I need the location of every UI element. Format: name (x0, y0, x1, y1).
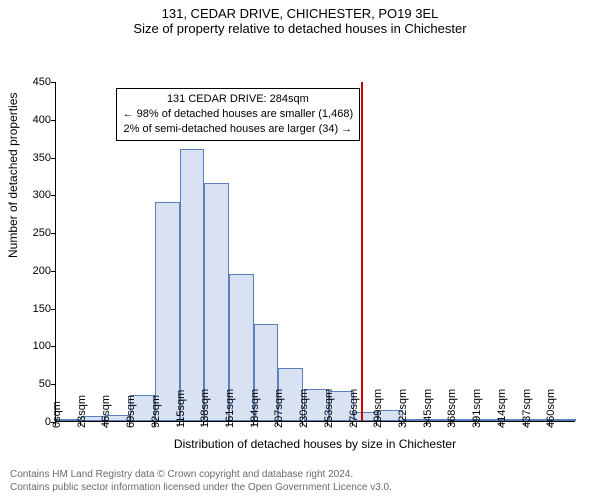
footer-line-2: Contains public sector information licen… (10, 481, 392, 494)
callout-line-3: 2% of semi-detached houses are larger (3… (123, 122, 354, 137)
x-tick-mark (55, 422, 56, 426)
x-tick-label: 69sqm (125, 395, 137, 428)
x-tick-mark (450, 422, 451, 426)
marker-callout: 131 CEDAR DRIVE: 284sqm ← 98% of detache… (116, 88, 361, 141)
x-tick-mark (228, 422, 229, 426)
y-tick-label: 450 (33, 76, 51, 88)
marker-line (361, 82, 363, 421)
x-tick-mark (253, 422, 254, 426)
x-tick-mark (426, 422, 427, 426)
x-tick-mark (327, 422, 328, 426)
x-tick-mark (179, 422, 180, 426)
x-tick-label: 46sqm (100, 395, 112, 428)
footer-attribution: Contains HM Land Registry data © Crown c… (10, 468, 392, 494)
x-tick-mark (525, 422, 526, 426)
x-tick-label: 368sqm (446, 389, 458, 428)
x-tick-label: 437sqm (521, 389, 533, 428)
y-tick-label: 100 (33, 340, 51, 352)
x-tick-mark (475, 422, 476, 426)
x-tick-label: 207sqm (273, 389, 285, 428)
x-tick-label: 184sqm (249, 389, 261, 428)
y-tick-label: 50 (39, 378, 51, 390)
x-tick-label: 322sqm (397, 389, 409, 428)
x-tick-label: 230sqm (298, 389, 310, 428)
x-tick-label: 92sqm (150, 395, 162, 428)
x-tick-mark (401, 422, 402, 426)
y-tick-label: 350 (33, 152, 51, 164)
y-tick-container: 050100150200250300350400450 (0, 82, 55, 422)
x-tick-mark (154, 422, 155, 426)
x-tick-mark (500, 422, 501, 426)
callout-line-1: 131 CEDAR DRIVE: 284sqm (123, 92, 354, 107)
footer-line-1: Contains HM Land Registry data © Crown c… (10, 468, 392, 481)
histogram-bar (180, 149, 205, 421)
x-tick-label: 23sqm (76, 395, 88, 428)
page-title-address: 131, CEDAR DRIVE, CHICHESTER, PO19 3EL (0, 0, 600, 21)
x-tick-label: 345sqm (422, 389, 434, 428)
x-tick-label: 138sqm (199, 389, 211, 428)
x-tick-label: 161sqm (224, 389, 236, 428)
histogram-plot-area: 131 CEDAR DRIVE: 284sqm ← 98% of detache… (55, 82, 575, 422)
y-tick-label: 250 (33, 227, 51, 239)
y-tick-label: 400 (33, 114, 51, 126)
x-tick-mark (203, 422, 204, 426)
x-axis-label: Distribution of detached houses by size … (55, 437, 575, 451)
x-tick-label: 460sqm (545, 389, 557, 428)
y-tick-label: 200 (33, 265, 51, 277)
histogram-bar (155, 202, 180, 421)
x-tick-mark (549, 422, 550, 426)
x-tick-label: 115sqm (175, 390, 187, 428)
x-tick-label: 391sqm (471, 389, 483, 428)
x-tick-mark (80, 422, 81, 426)
x-tick-label: 253sqm (323, 389, 335, 428)
x-tick-mark (277, 422, 278, 426)
x-tick-mark (302, 422, 303, 426)
x-tick-mark (129, 422, 130, 426)
histogram-bar (204, 183, 229, 421)
x-tick-label: 414sqm (496, 389, 508, 428)
x-tick-mark (376, 422, 377, 426)
x-tick-label: 299sqm (372, 389, 384, 428)
page-title-subtitle: Size of property relative to detached ho… (0, 21, 600, 38)
callout-line-2: ← 98% of detached houses are smaller (1,… (123, 107, 354, 122)
x-tick-mark (104, 422, 105, 426)
y-tick-label: 150 (33, 303, 51, 315)
x-tick-label: 276sqm (348, 389, 360, 428)
y-tick-label: 300 (33, 189, 51, 201)
x-tick-mark (352, 422, 353, 426)
x-tick-label: 0sqm (51, 401, 63, 428)
